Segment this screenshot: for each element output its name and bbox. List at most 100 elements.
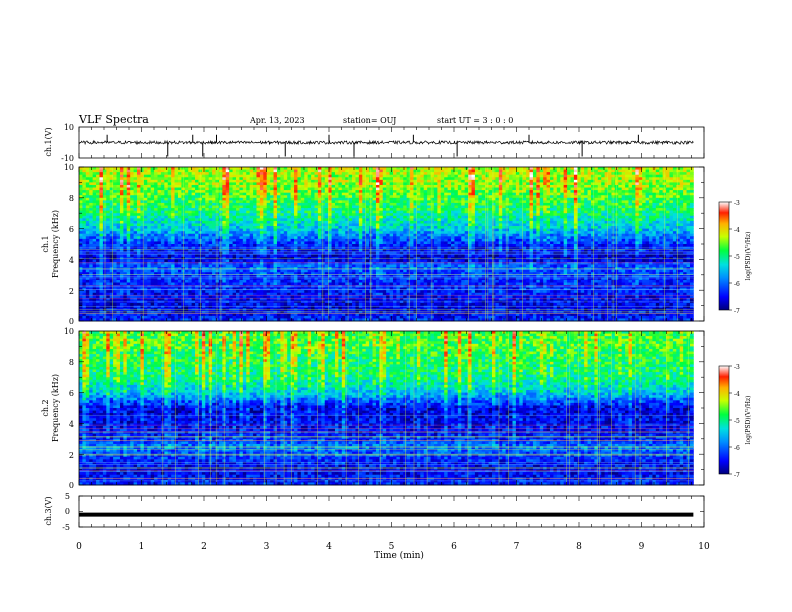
spectrogram-cell [130, 198, 134, 201]
spectrogram-cell [287, 270, 291, 273]
spectrogram-cell [209, 175, 213, 178]
spectrogram-cell [161, 188, 165, 191]
spectrogram-cell [137, 229, 141, 232]
spectrogram-cell [151, 213, 155, 216]
spectrogram-cell [216, 177, 220, 180]
spectrogram-cell [123, 244, 127, 247]
spectrogram-cell [304, 170, 308, 173]
spectrogram-cell [304, 208, 308, 211]
spectrogram-cell [294, 316, 298, 319]
spectrogram-cell [161, 280, 165, 283]
spectrogram-cell [205, 175, 209, 178]
spectrogram-cell [195, 175, 199, 178]
spectrogram-cell [158, 234, 162, 237]
spectrogram-cell [243, 213, 247, 216]
spectrogram-cell [209, 167, 213, 170]
spectrogram-cell [113, 265, 117, 268]
spectrogram-cell [352, 288, 356, 291]
spectrogram-cell [349, 241, 353, 244]
spectrogram-cell [274, 265, 278, 268]
spectrogram-cell [127, 190, 131, 193]
spectrogram-cell [301, 218, 305, 221]
spectrogram-cell [222, 316, 226, 319]
spectrogram-cell [188, 193, 192, 196]
spectrogram-cell [233, 244, 237, 247]
spectrogram-cell [209, 211, 213, 214]
spectrogram-cell [250, 188, 254, 191]
spectrogram-cell [243, 259, 247, 262]
spectrogram-cell [233, 170, 237, 173]
spectrogram-cell [338, 213, 342, 216]
spectrogram-cell [96, 308, 100, 311]
spectrogram-cell [175, 231, 179, 234]
spectrogram-cell [134, 234, 138, 237]
spectrogram-cell [222, 239, 226, 242]
spectrogram-cell [99, 316, 103, 319]
spectrogram-cell [304, 180, 308, 183]
spectrogram-cell [158, 280, 162, 283]
spectrogram-cell [127, 229, 131, 232]
spectrogram-cell [332, 288, 336, 291]
spectrogram-cell [89, 170, 93, 173]
spectrogram-cell [304, 298, 308, 301]
spectrogram-cell [222, 295, 226, 298]
spectrogram-cell [342, 226, 346, 229]
spectrogram-cell [277, 231, 281, 234]
spectrogram-cell [229, 190, 233, 193]
spectrogram-cell [106, 270, 110, 273]
spectrogram-cell [349, 295, 353, 298]
spectrogram-cell [338, 198, 342, 201]
spectrogram-cell [188, 182, 192, 185]
spectrogram-cell [267, 231, 271, 234]
spectrogram-cell [291, 244, 295, 247]
spectrogram-cell [291, 172, 295, 175]
spectrogram-cell [212, 198, 216, 201]
spectrogram-cell [294, 236, 298, 239]
spectrogram-cell [253, 303, 257, 306]
spectrogram-cell [117, 236, 121, 239]
spectrogram-cell [270, 218, 274, 221]
spectrogram-cell [154, 188, 158, 191]
spectrogram-cell [113, 303, 117, 306]
spectrogram-cell [222, 175, 226, 178]
spectrogram-cell [151, 236, 155, 239]
spectrogram-cell [96, 290, 100, 293]
spectrogram-cell [195, 208, 199, 211]
spectrogram-cell [308, 239, 312, 242]
spectrogram-cell [82, 206, 86, 209]
spectrogram-cell [291, 213, 295, 216]
spectrogram-cell [158, 172, 162, 175]
spectrogram-cell [134, 241, 138, 244]
spectrogram-cell [294, 239, 298, 242]
spectrogram-cell [280, 280, 284, 283]
spectrogram-cell [216, 231, 220, 234]
spectrogram-cell [325, 208, 329, 211]
spectrogram-cell [99, 241, 103, 244]
spectrogram-cell [154, 308, 158, 311]
spectrogram-cell [93, 295, 97, 298]
spectrogram-cell [280, 259, 284, 262]
spectrogram-cell [144, 265, 148, 268]
spectrogram-cell [161, 234, 165, 237]
spectrogram-cell [123, 298, 127, 301]
spectrogram-cell [321, 226, 325, 229]
spectrogram-cell [236, 190, 240, 193]
spectrogram-cell [82, 295, 86, 298]
spectrogram-cell [294, 288, 298, 291]
spectrogram-cell [246, 170, 250, 173]
spectrogram-cell [304, 221, 308, 224]
spectrogram-cell [130, 211, 134, 214]
spectrogram-cell [226, 226, 230, 229]
spectrogram-cell [349, 265, 353, 268]
spectrogram-cell [178, 229, 182, 232]
spectrogram-cell [134, 298, 138, 301]
spectrogram-cell [256, 308, 260, 311]
spectrogram-cell [233, 283, 237, 286]
spectrogram-cell [311, 239, 315, 242]
spectrogram-cell [144, 241, 148, 244]
spectrogram-cell [236, 288, 240, 291]
spectrogram-cell [260, 221, 264, 224]
spectrogram-cell [130, 244, 134, 247]
spectrogram-cell [304, 203, 308, 206]
spectrogram-cell [345, 193, 349, 196]
